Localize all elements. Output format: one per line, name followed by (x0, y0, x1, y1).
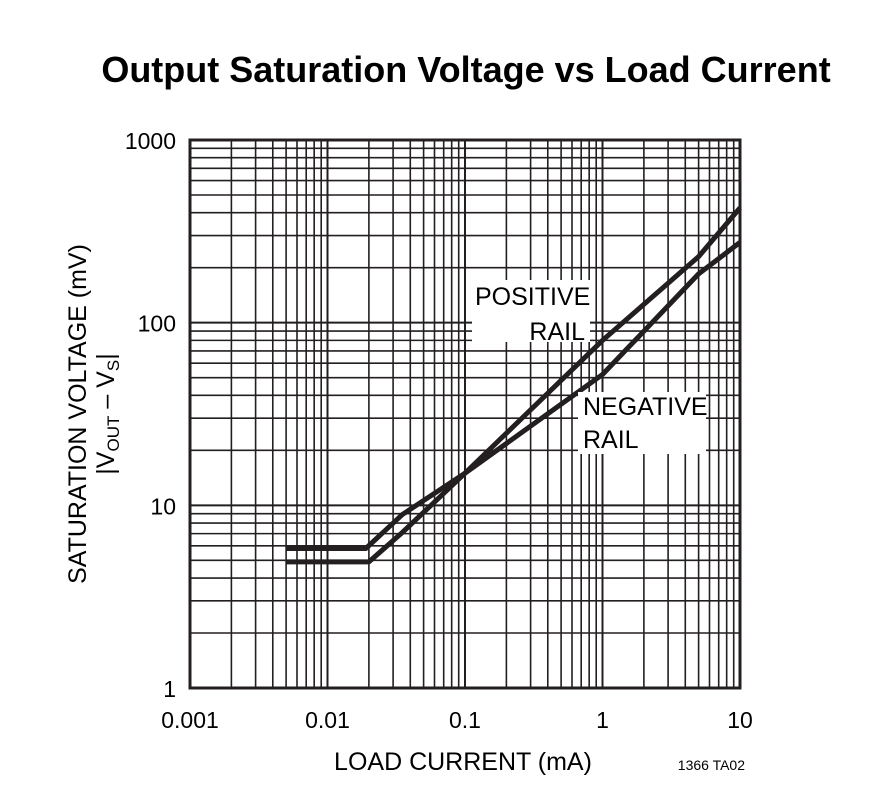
y-tick-label: 1 (163, 676, 176, 702)
series-lines (286, 206, 742, 565)
plot-frame (188, 138, 742, 690)
positive-label-bg (472, 280, 590, 342)
chart-title: Output Saturation Voltage vs Load Curren… (101, 49, 830, 90)
tick-labels: 0.001 0.01 0.1 1 10 1 10 100 1000 (125, 128, 753, 733)
x-tick-label: 0.1 (449, 707, 481, 733)
x-tick-label: 10 (727, 707, 753, 733)
y-tick-label: 100 (138, 311, 176, 337)
x-tick-label: 0.01 (305, 707, 350, 733)
y-tick-label: 10 (150, 493, 176, 519)
negative-label-line1: NEGATIVE (583, 393, 708, 421)
series-labels: POSITIVE RAIL NEGATIVE RAIL (472, 280, 708, 454)
x-axis-label: LOAD CURRENT (mA) (334, 748, 592, 776)
y-tick-label: 1000 (125, 128, 176, 154)
series-line-positive-rail (286, 206, 742, 565)
negative-label-bg (578, 392, 706, 454)
negative-label-line2: RAIL (583, 426, 639, 454)
positive-label-line1: POSITIVE (475, 283, 590, 311)
x-tick-label: 0.001 (161, 707, 219, 733)
x-tick-label: 1 (596, 707, 609, 733)
y-axis-label: SATURATION VOLTAGE (mV) (64, 244, 92, 584)
series-line-negative-rail (286, 240, 742, 551)
y-axis-label-2: |VOUT – VS| (92, 353, 123, 474)
positive-label-line2: RAIL (529, 318, 585, 346)
y-axis-label-group: SATURATION VOLTAGE (mV) |VOUT – VS| (64, 244, 123, 584)
figure-note: 1366 TA02 (678, 757, 745, 773)
